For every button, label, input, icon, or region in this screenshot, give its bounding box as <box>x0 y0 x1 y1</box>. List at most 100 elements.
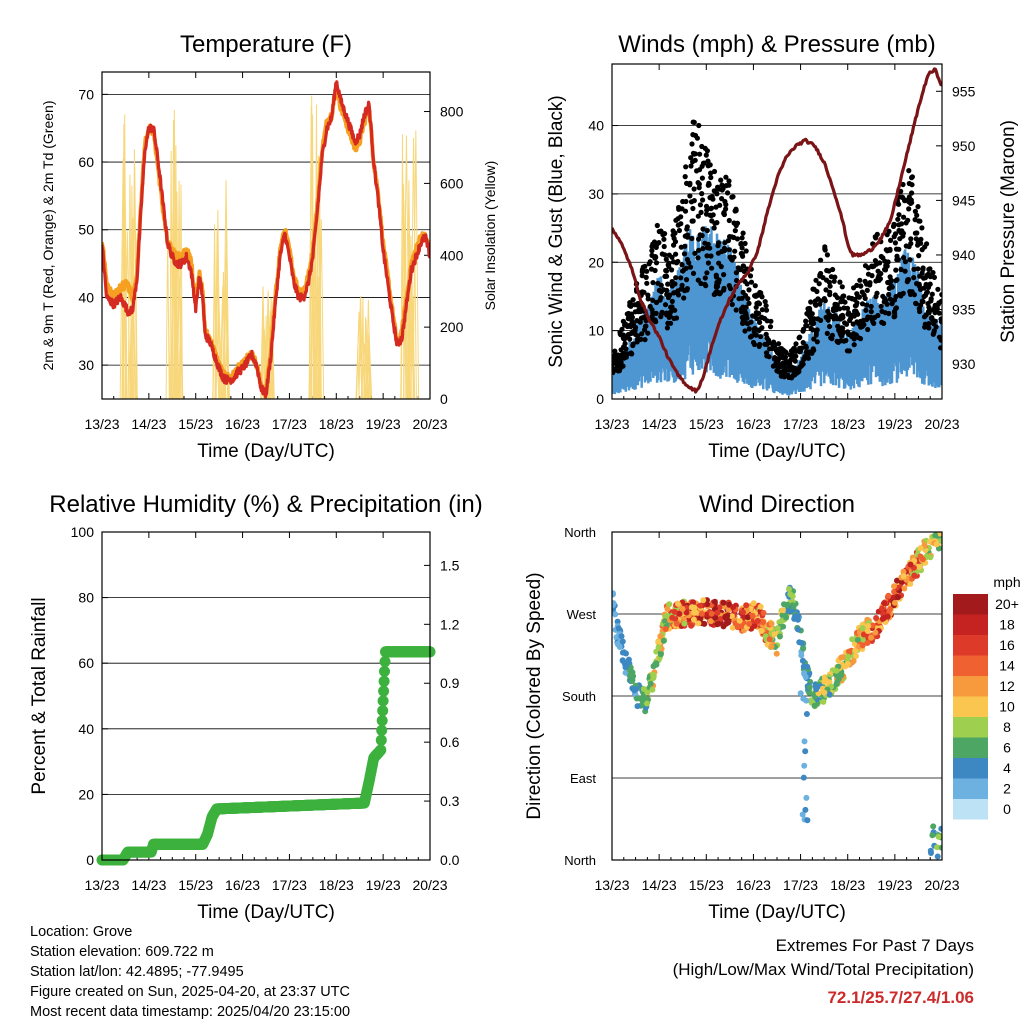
wind-gust-point <box>736 296 742 302</box>
wind-gust-point <box>700 226 706 232</box>
wind-gust-point <box>909 174 916 180</box>
wind-gust-point <box>770 363 777 369</box>
wind-gust-point <box>891 314 897 320</box>
wind-gust-point <box>938 319 942 325</box>
wind-gust-point <box>706 180 712 186</box>
wind-gust-point <box>705 260 712 266</box>
dir-point <box>664 606 671 612</box>
dir-point <box>891 583 897 590</box>
dir-point <box>872 629 879 636</box>
wind-gust-point <box>618 363 624 369</box>
colorbar-label: 16 <box>999 637 1015 653</box>
wind-gust-point <box>759 314 765 320</box>
info-elevation: Station elevation: 609.722 m <box>30 944 214 960</box>
wind-gust-point <box>776 350 782 356</box>
wind-gust-point <box>851 336 857 342</box>
wind-xtick-label: 14/23 <box>642 416 677 432</box>
wind-gust-point <box>886 291 892 298</box>
temp-insolation-line <box>172 186 178 399</box>
dir-point <box>744 614 751 621</box>
wind-pressure-line <box>612 67 942 394</box>
wind-gust-point <box>793 341 799 347</box>
wind-gust-point <box>928 296 934 302</box>
dir-point <box>633 695 640 702</box>
dir-ytick-label: East <box>570 771 596 786</box>
wind-xtick-label: 19/23 <box>877 416 912 432</box>
dir-point <box>655 644 662 651</box>
wind-gust-point <box>841 338 847 344</box>
colorbar-title: mph <box>993 574 1020 590</box>
wind-gust-point <box>828 274 835 280</box>
wind-gust-point <box>711 188 717 194</box>
wind-gust-point <box>839 325 845 331</box>
rh-precip-point <box>376 715 388 727</box>
wind-gust-point <box>824 330 830 336</box>
wind-gust-point <box>938 345 942 351</box>
wind-gust-point <box>747 334 754 340</box>
wind-gust-point <box>926 325 932 331</box>
wind-gust-point <box>869 273 875 279</box>
dir-point <box>919 556 926 563</box>
wind-gust-point <box>863 307 869 313</box>
wind-gust-point <box>630 329 636 335</box>
wind-gust-point <box>746 287 752 293</box>
dir-point <box>845 653 851 660</box>
dir-xtick-label: 17/23 <box>783 877 818 893</box>
dir-point <box>799 811 806 818</box>
wind-xtick-label: 15/23 <box>689 416 724 432</box>
wind-gust-point <box>857 336 864 342</box>
wind-gust-point <box>719 182 725 188</box>
wind-gust-point <box>767 324 774 330</box>
colorbar-swatch <box>953 676 988 697</box>
wind-gust-point <box>808 299 814 305</box>
wind-gust-point <box>738 250 744 257</box>
wind-gust-point <box>758 334 764 340</box>
wind-gust-point <box>798 347 804 353</box>
dir-point <box>927 847 934 854</box>
wind-gust-point <box>708 174 714 181</box>
dir-point <box>934 524 940 530</box>
wind-gust-point <box>901 255 907 261</box>
dir-point <box>789 593 796 600</box>
wind-gust-point <box>817 273 823 279</box>
dir-point <box>929 832 936 839</box>
wind-gust-point <box>687 264 694 270</box>
wind-gust-point <box>822 298 828 304</box>
dir-point <box>649 686 656 693</box>
wind-gust-point <box>885 279 891 286</box>
wind-ytick-right-label: 950 <box>952 138 976 154</box>
wind-gust-point <box>643 274 649 280</box>
temp-xtick-label: 18/23 <box>319 416 354 432</box>
colorbar-swatch <box>953 655 988 676</box>
dir-point <box>826 691 833 698</box>
dir-point <box>859 625 866 632</box>
wind-gust-point <box>612 367 617 373</box>
temp-xtick-label: 17/23 <box>272 416 307 432</box>
wind-gust-point <box>663 267 669 274</box>
dir-point <box>681 620 688 627</box>
wind-gust-point <box>713 204 719 210</box>
wind-gust-point <box>864 302 870 308</box>
wind-gust-point <box>739 235 745 241</box>
wind-gust-point <box>779 354 785 360</box>
wind-gust-point <box>705 241 711 247</box>
wind-gust-point <box>804 311 810 317</box>
wind-gust-point <box>864 281 870 287</box>
wind-ylabel: Sonic Wind & Gust (Blue, Black) <box>546 95 567 367</box>
wind-gust-point <box>834 295 841 301</box>
wind-gust-point <box>628 351 635 357</box>
rh-panel: Relative Humidity (%) & Precipitation (i… <box>29 491 483 923</box>
wind-gust-point <box>913 300 919 306</box>
dir-point <box>644 689 651 696</box>
wind-gust-point <box>665 281 671 287</box>
wind-gust-point <box>827 283 833 289</box>
wind-gust-point <box>912 208 919 214</box>
wind-gust-point <box>678 244 684 250</box>
wind-gust-point <box>906 180 912 187</box>
wind-gust-point <box>893 246 900 252</box>
wind-gust-point <box>898 221 905 227</box>
temp-insolation-line <box>407 235 414 399</box>
dir-point <box>612 600 617 607</box>
dir-point <box>861 631 867 638</box>
dir-point <box>650 671 657 678</box>
